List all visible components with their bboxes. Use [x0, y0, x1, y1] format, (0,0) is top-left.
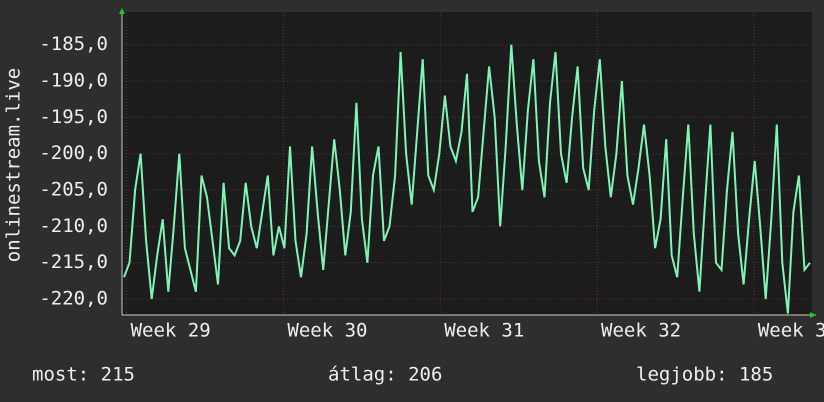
y-tick-label: -185,0: [39, 33, 108, 55]
y-tick-label: -190,0: [39, 70, 108, 92]
y-tick-label: -220,0: [39, 288, 108, 310]
x-tick-label: Week 33: [758, 320, 824, 342]
y-tick-label: -195,0: [39, 106, 108, 128]
y-tick-label: -210,0: [39, 215, 108, 237]
footer-current: most: 215: [32, 364, 135, 386]
footer-best: legjobb: 185: [636, 364, 773, 386]
y-tick-label: -200,0: [39, 142, 108, 164]
footer-average: átlag: 206: [328, 364, 442, 386]
x-tick-label: Week 32: [601, 320, 681, 342]
y-tick-label: -215,0: [39, 251, 108, 273]
data-line: [123, 44, 811, 314]
axis-arrow: [810, 312, 816, 318]
y-tick-label: -205,0: [39, 179, 108, 201]
y-axis-label: onlinestream.live: [3, 68, 25, 262]
x-tick-label: Week 30: [287, 320, 367, 342]
x-tick-label: Week 29: [131, 320, 211, 342]
x-tick-label: Week 31: [444, 320, 524, 342]
axis-arrow: [119, 8, 125, 14]
